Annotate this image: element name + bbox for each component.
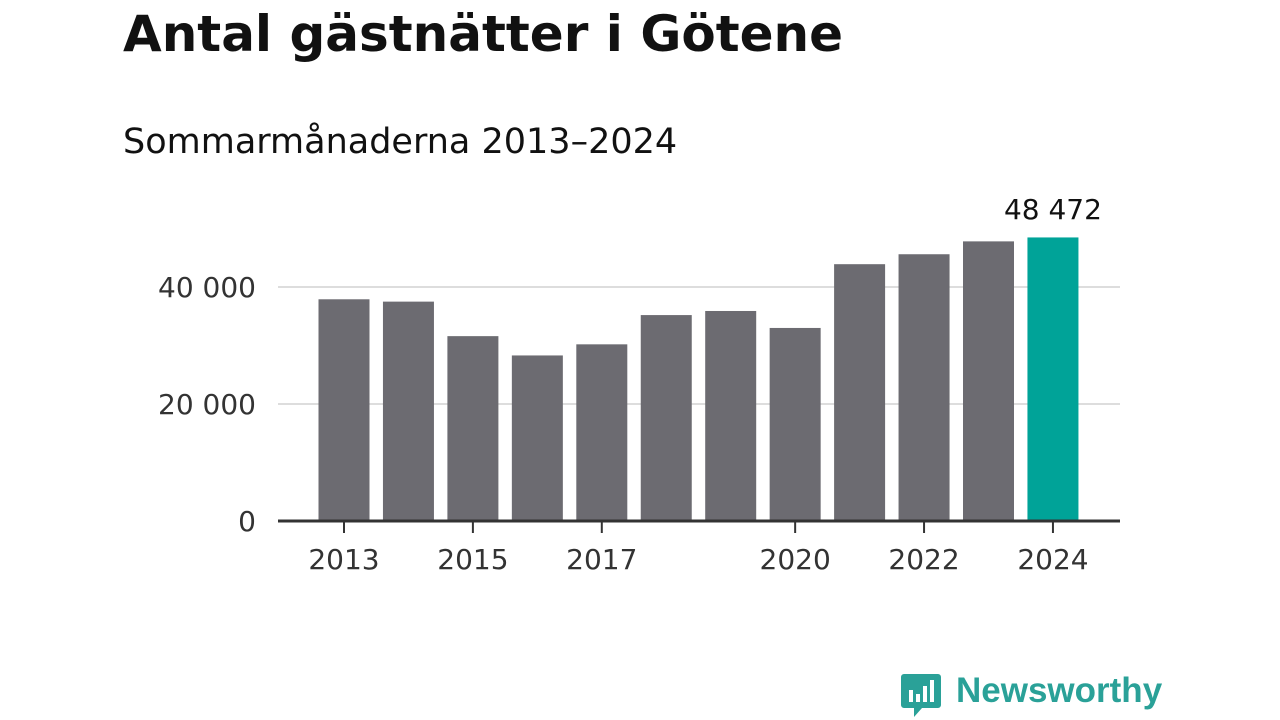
- data-label: 48 472: [1004, 193, 1102, 226]
- chart-subtitle: Sommarmånaderna 2013–2024: [123, 122, 678, 162]
- bar: [318, 299, 370, 521]
- x-tick-label: 2015: [437, 543, 508, 576]
- bar: [963, 241, 1014, 521]
- newsworthy-logo-icon: [901, 674, 941, 717]
- y-tick-label: 40 000: [158, 271, 256, 304]
- newsworthy-logo: Newsworthy: [900, 670, 1163, 720]
- bar: [640, 315, 692, 521]
- bar: [511, 355, 563, 521]
- y-tick-label: 20 000: [158, 388, 256, 421]
- bar: [705, 310, 757, 521]
- bar: [382, 301, 434, 521]
- x-tick-label: 2017: [566, 543, 637, 576]
- bar: [447, 336, 499, 521]
- chart-title: Antal gästnätter i Götene: [123, 5, 844, 63]
- x-tick-label: 2013: [308, 543, 379, 576]
- x-tick-label: 2024: [1017, 543, 1088, 576]
- x-tick-label: 2020: [760, 543, 831, 576]
- bar: [576, 344, 628, 521]
- bar-highlight: [1027, 237, 1079, 522]
- bar: [898, 254, 950, 522]
- brand-name: Newsworthy: [956, 671, 1163, 710]
- y-tick-label: 0: [238, 505, 256, 538]
- bar: [834, 264, 886, 521]
- x-tick-label: 2022: [888, 543, 959, 576]
- bar: [769, 327, 821, 521]
